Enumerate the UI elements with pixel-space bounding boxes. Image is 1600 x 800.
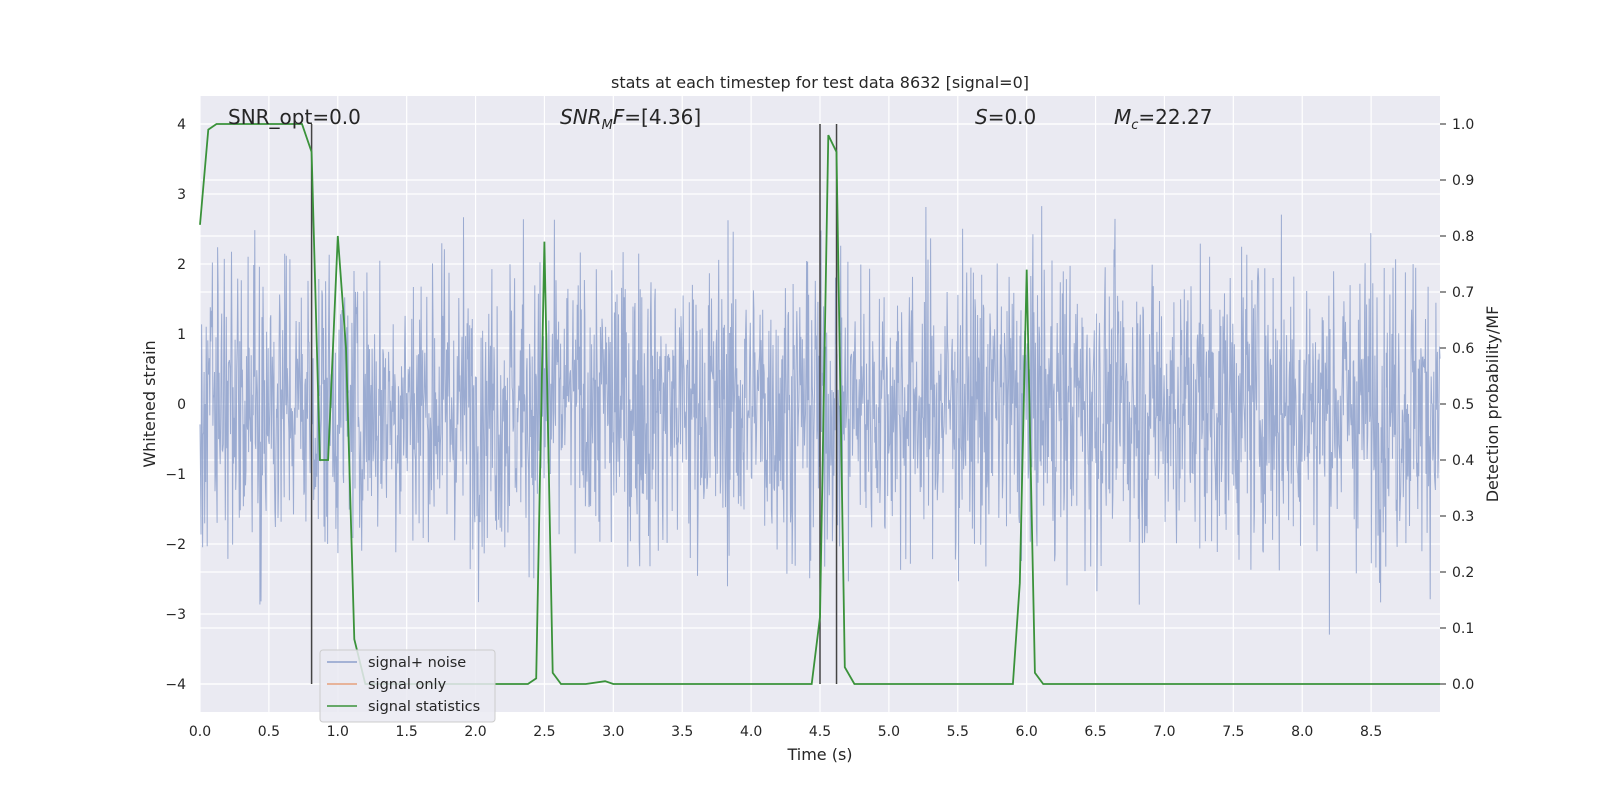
y-left-tick-label: 1: [177, 327, 186, 343]
y-right-axis-label: Detection probability/MF: [1483, 306, 1502, 503]
y-right-tick-label: 0.0: [1452, 677, 1474, 693]
x-tick-labels: 0.0 0.5 1.0 1.5 2.0 2.5 3.0 3.5 4.0 4.5 5.0 5.5 6.0 6…: [189, 724, 1382, 740]
x-tick-label: 3.5: [671, 724, 693, 740]
y-left-tick-label: −2: [165, 537, 186, 553]
y-left-tick-label: 2: [177, 257, 186, 273]
x-tick-label: 5.0: [878, 724, 900, 740]
x-tick-label: 0.5: [258, 724, 280, 740]
y-right-tick-label: 0.7: [1452, 285, 1474, 301]
x-tick-label: 1.0: [327, 724, 349, 740]
legend-label-signal: signal only: [368, 677, 447, 693]
x-tick-label: 4.0: [740, 724, 762, 740]
chart-title: stats at each timestep for test data 863…: [611, 73, 1029, 92]
y-left-tick-label: 4: [177, 117, 186, 133]
legend: signal+ noise signal only signal statist…: [319, 649, 496, 723]
signal-statistics-line: [199, 123, 1440, 685]
x-tick-label: 0.0: [189, 724, 211, 740]
x-tick-label: 4.5: [809, 724, 831, 740]
y-left-tick-label: −1: [165, 467, 186, 483]
signal-statistics-series: [199, 123, 1440, 685]
y-right-tick-labels: 1.0 0.9 0.8 0.7 0.6 0.5 0.4 0.3 0.2 0.1 0.0: [1440, 117, 1474, 693]
x-axis-label: Time (s): [786, 745, 852, 764]
x-tick-label: 8.0: [1291, 724, 1313, 740]
y-right-tick-label: 0.1: [1452, 621, 1474, 637]
y-left-tick-label: −3: [165, 607, 186, 623]
x-tick-label: 8.5: [1360, 724, 1382, 740]
annotation-s: S=0.0: [975, 105, 1036, 129]
x-tick-label: 2.0: [464, 724, 486, 740]
y-right-tick-label: 0.4: [1452, 453, 1474, 469]
legend-label-stats: signal statistics: [368, 699, 480, 715]
annotation-mc: Mc=22.27: [1114, 105, 1212, 133]
y-right-tick-label: 0.2: [1452, 565, 1474, 581]
y-right-tick-label: 0.9: [1452, 173, 1474, 189]
y-left-tick-label: −4: [165, 677, 186, 693]
legend-box: [319, 649, 496, 723]
y-left-axis-label: Whitened strain: [140, 340, 159, 467]
y-right-tick-label: 0.6: [1452, 341, 1474, 357]
legend-label-noise: signal+ noise: [368, 655, 466, 671]
annotations: SNR_opt=0.0 SNRMF=[4.36] S=0.0 Mc=22.27: [228, 105, 1212, 133]
x-tick-label: 7.0: [1153, 724, 1175, 740]
y-right-tick-label: 0.3: [1452, 509, 1474, 525]
y-left-tick-label: 0: [177, 397, 186, 413]
x-tick-label: 1.5: [396, 724, 418, 740]
x-tick-label: 7.5: [1222, 724, 1244, 740]
x-tick-label: 6.0: [1016, 724, 1038, 740]
y-right-tick-label: 0.5: [1452, 397, 1474, 413]
x-tick-label: 6.5: [1084, 724, 1106, 740]
annotation-snr-mf: SNRMF=[4.36]: [560, 105, 701, 133]
y-right-tick-label: 1.0: [1452, 117, 1474, 133]
y-left-tick-labels: 4 3 2 1 0 −1 −2 −3 −4: [165, 117, 186, 693]
y-left-tick-label: 3: [177, 187, 186, 203]
y-right-tick-label: 0.8: [1452, 229, 1474, 245]
x-tick-label: 2.5: [533, 724, 555, 740]
x-tick-label: 3.0: [602, 724, 624, 740]
x-tick-label: 5.5: [947, 724, 969, 740]
annotation-snr-opt: SNR_opt=0.0: [228, 105, 361, 129]
